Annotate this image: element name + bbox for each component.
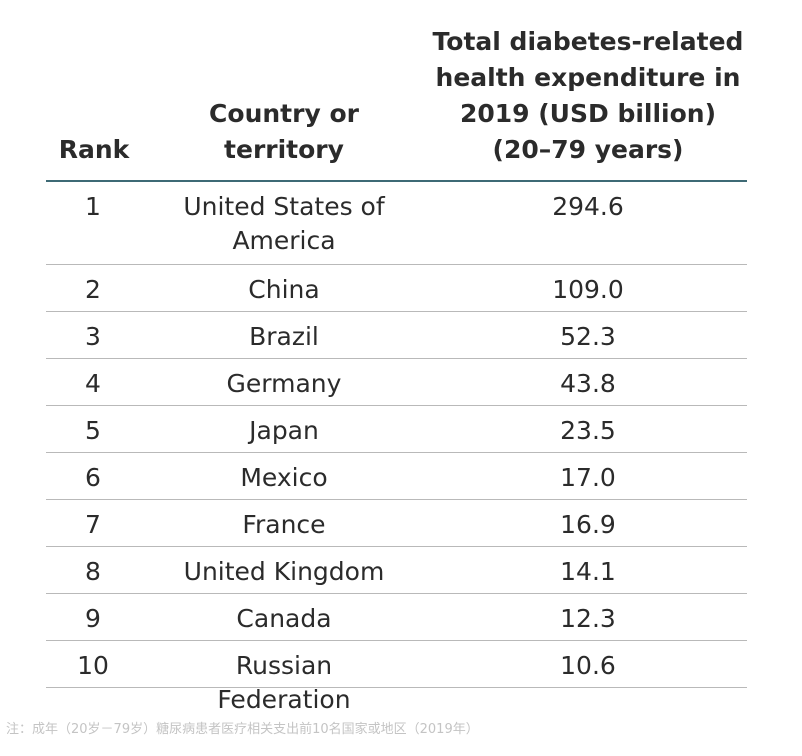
- country-cell: France: [242, 510, 326, 539]
- country-cell: Russian Federation: [217, 651, 351, 714]
- table-row: 8 United Kingdom 14.1: [46, 547, 747, 594]
- expenditure-cell: 12.3: [560, 604, 616, 633]
- expenditure-cell: 23.5: [560, 416, 616, 445]
- country-cell: Brazil: [249, 322, 319, 351]
- header-rank: Rank: [58, 135, 130, 164]
- rank-cell: 8: [85, 557, 101, 586]
- rank-cell: 1: [85, 192, 101, 221]
- table-row: 10 Russian Federation 10.6: [46, 641, 747, 714]
- expenditure-cell: 294.6: [552, 192, 624, 221]
- rank-cell: 2: [85, 275, 101, 304]
- table-row: 1 United States of America 294.6: [46, 182, 747, 265]
- country-cell: Germany: [226, 369, 342, 398]
- rank-cell: 5: [85, 416, 101, 445]
- country-cell: Japan: [249, 416, 319, 445]
- table-row: 6 Mexico 17.0: [46, 453, 747, 500]
- table-row: 9 Canada 12.3: [46, 594, 747, 641]
- header-country: Country or territory: [209, 99, 359, 164]
- expenditure-cell: 10.6: [560, 651, 616, 680]
- country-cell: United Kingdom: [183, 557, 385, 586]
- expenditure-cell: 17.0: [560, 463, 616, 492]
- rank-cell: 6: [85, 463, 101, 492]
- country-cell: Canada: [236, 604, 332, 633]
- expenditure-cell: 14.1: [560, 557, 616, 586]
- country-cell: China: [248, 275, 320, 304]
- table-row: 2 China 109.0: [46, 265, 747, 312]
- rank-cell: 7: [85, 510, 101, 539]
- expenditure-cell: 43.8: [560, 369, 616, 398]
- footnote: 注：成年（20岁－79岁）糖尿病患者医疗相关支出前10名国家或地区（2019年）: [6, 722, 479, 737]
- header-expenditure: Total diabetes-related health expenditur…: [432, 27, 744, 164]
- country-cell: Mexico: [240, 463, 328, 492]
- table-row: 5 Japan 23.5: [46, 406, 747, 453]
- table-row: 4 Germany 43.8: [46, 359, 747, 406]
- rank-cell: 3: [85, 322, 101, 351]
- expenditure-cell: 109.0: [552, 275, 624, 304]
- country-cell: United States of America: [183, 192, 385, 255]
- rank-cell: 9: [85, 604, 101, 633]
- rank-cell: 10: [77, 651, 109, 680]
- rank-cell: 4: [85, 369, 101, 398]
- table-row: 3 Brazil 52.3: [46, 312, 747, 359]
- table-row: 7 France 16.9: [46, 500, 747, 547]
- expenditure-table: Rank Country or territory Total diabetes…: [46, 0, 747, 714]
- expenditure-cell: 16.9: [560, 510, 616, 539]
- table-header: Rank Country or territory Total diabetes…: [46, 0, 747, 182]
- expenditure-cell: 52.3: [560, 322, 616, 351]
